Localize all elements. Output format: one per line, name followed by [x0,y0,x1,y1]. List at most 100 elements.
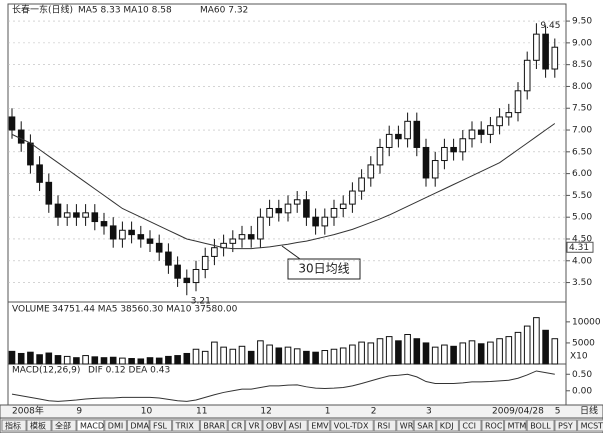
y-tick-label: 3.50 [572,278,592,288]
y-tick-label: 0.50 [572,370,592,380]
volume-bar [137,358,145,365]
tab-label[interactable]: RSI [377,422,390,431]
volume-bar [477,343,485,365]
y-tick-label: 8.50 [572,60,592,70]
volume-bar [192,348,200,365]
volume-bar [303,350,310,365]
volume-bar [367,342,375,365]
tab-label[interactable]: FSL [153,422,168,431]
tab[interactable] [436,419,459,432]
candle-body [275,207,283,214]
x-tick-label: 2008年 [12,405,44,417]
tab-label[interactable]: ROC [485,422,503,431]
candle-body [523,59,531,92]
candle-body [155,242,163,253]
candle-body [395,133,402,140]
candle-body [73,212,80,218]
tab[interactable] [458,419,482,432]
volume-bar [275,347,283,365]
tab[interactable] [149,419,173,432]
candle-body [441,146,448,162]
tab[interactable] [51,419,77,432]
tab-label[interactable]: BOLL [530,422,551,431]
volume-bar [376,338,384,365]
tab[interactable] [104,419,127,432]
tab-label[interactable]: MCST [581,422,603,431]
x-tick-label: 9 [76,407,82,417]
tab[interactable] [199,419,228,432]
candle-body [128,229,135,236]
tab[interactable] [126,419,150,432]
tab-label[interactable]: OBV [266,422,284,431]
y-tick-label: 10000 [572,317,601,327]
volume-bar [128,358,135,365]
volume-bar [496,338,503,365]
tab-label[interactable]: KDJ [440,422,454,431]
candle-body [450,146,457,153]
tab[interactable] [504,419,527,432]
tab-label[interactable]: BRAR [203,422,225,431]
tab-label[interactable]: WR [400,422,414,431]
tab-label[interactable]: MTM [508,422,527,431]
tab[interactable] [227,419,246,432]
tab-label[interactable]: VOL-TDX [334,422,369,431]
candle-body [303,199,310,218]
volume-bar [330,348,338,365]
tab-label[interactable]: DMA [130,422,149,431]
tab[interactable] [26,419,52,432]
candle-body [257,216,264,240]
tab-label[interactable]: EMV [311,422,329,431]
tab[interactable] [413,419,437,432]
volume-bar [211,341,218,365]
candle-body [413,120,421,148]
tab-label[interactable]: VR [249,422,260,431]
tab-label[interactable]: 模板 [30,421,46,431]
tab-label[interactable]: MACD [80,422,104,431]
volume-title: VOLUME [12,305,50,315]
tab-label[interactable]: CR [231,422,243,431]
tab[interactable] [554,419,578,432]
tab[interactable] [1,419,27,432]
tab[interactable] [76,419,105,432]
stock-title: 长春一东(日线) [12,4,73,16]
tab[interactable] [307,419,331,432]
candle-body [505,112,513,118]
volume-bar [63,355,71,365]
tab[interactable] [396,419,414,432]
tab-label[interactable]: 指标 [5,421,21,431]
y-tick-label: 9.50 [572,17,592,27]
candle-body [109,225,117,240]
tab-label[interactable]: SAR [417,422,434,431]
x-tick-label: 1 [325,407,331,417]
volume-bar [36,354,43,365]
tab[interactable] [577,419,603,432]
y-tick-label: 6.00 [572,169,592,179]
tab-label[interactable]: ASI [289,422,302,431]
candle-body [211,247,218,257]
candle-body [229,238,237,244]
tab-label[interactable]: 全部 [55,421,71,431]
tab[interactable] [526,419,555,432]
candle-body [533,33,540,61]
tab-label[interactable]: CCI [462,422,476,431]
annotation-arrow [281,245,301,260]
tab[interactable] [172,419,200,432]
macd-header: DIF 0.12 DEA 0.43 [88,366,170,376]
tab-label[interactable]: PSY [558,422,573,431]
tab[interactable] [262,419,286,432]
tab-label[interactable]: DMI [108,422,123,431]
tab-label[interactable]: TRIX [175,422,195,431]
candle-body [339,203,347,209]
tab[interactable] [285,419,308,432]
candle-body [496,116,503,127]
tab[interactable] [373,419,397,432]
volume-bar [284,346,292,365]
candle-body [183,277,191,284]
tab[interactable] [330,419,374,432]
y-tick-label: 5.00 [572,213,592,223]
tab[interactable] [481,419,505,432]
tab[interactable] [245,419,263,432]
macd-line [11,370,555,402]
volume-bar [385,336,393,365]
volume-bar [229,348,237,365]
